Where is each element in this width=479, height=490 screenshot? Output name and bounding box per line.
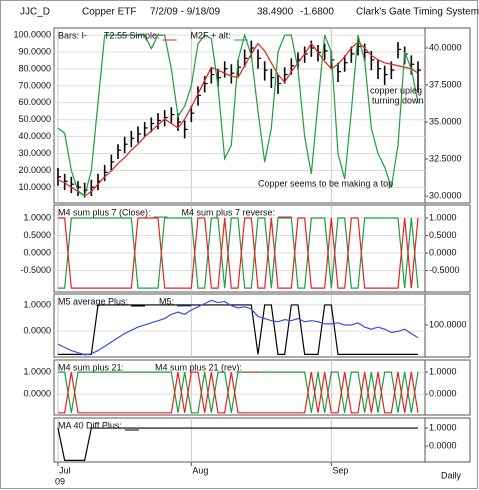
y-tick-label: 1.0000	[23, 212, 51, 222]
y-tick-label: -0.5000	[20, 265, 51, 275]
legend-label: Bars: I-	[58, 30, 87, 40]
y-tick-label: 30.0000	[18, 148, 51, 158]
y-tick-label: 1.0000	[23, 366, 51, 376]
header-range: 7/2/09 - 9/18/09	[150, 7, 220, 18]
y2-tick-label: 40.0000	[429, 42, 462, 52]
legend-label: M4 sum plus 21:	[58, 362, 124, 372]
panel-frame	[53, 204, 471, 293]
y2-tick-label: 0.0000	[429, 247, 457, 257]
legend-label: M4 sum plus 7 reverse:	[182, 207, 276, 217]
y2-tick-label: 1.0000	[429, 366, 457, 376]
series-line	[58, 371, 419, 414]
panel-frame	[53, 417, 471, 463]
header-name: Copper ETF	[82, 7, 136, 18]
y2-tick-label: 100.0000	[429, 319, 467, 329]
annotation: turning down	[372, 95, 424, 105]
y-tick-label: 20.0000	[18, 165, 51, 175]
annotation: Copper seems to be making a top	[258, 178, 393, 188]
y2-tick-label: 30.0000	[429, 190, 462, 200]
panel-frame	[53, 293, 471, 358]
y-tick-label: 0.0000	[23, 325, 51, 335]
y-tick-label: 50.0000	[18, 114, 51, 124]
y2-tick-label: 0.5000	[429, 230, 457, 240]
x-tick-label: Aug	[192, 465, 208, 475]
legend-label: M2F + alt:	[191, 30, 231, 40]
legend-label: T2.55 Simple:	[104, 30, 160, 40]
annotation: copper upleg	[370, 85, 422, 95]
y2-tick-label: 0.0000	[429, 440, 457, 450]
x-year-label: 09	[55, 476, 65, 486]
header-symbol: JJC_D	[20, 7, 50, 18]
series-line	[58, 217, 419, 289]
series-line	[58, 371, 419, 414]
x-tick-label: Sep	[332, 465, 348, 475]
series-line	[58, 304, 418, 355]
y-tick-label: 60.0000	[18, 97, 51, 107]
y2-tick-label: 0.0000	[429, 388, 457, 398]
y-tick-label: 0.0000	[23, 388, 51, 398]
series-line	[57, 32, 419, 197]
header-last: 38.4900	[257, 7, 294, 18]
y-tick-label: 0.0000	[23, 247, 51, 257]
panel-frame	[53, 359, 471, 416]
y-tick-label: 1.0000	[23, 299, 51, 309]
y-tick-label: 0.5000	[23, 230, 51, 240]
series-line	[58, 217, 419, 289]
period-label: Daily	[441, 470, 462, 480]
legend-label: M4 sum plus 7 (Close):	[58, 207, 151, 217]
y2-tick-label: 37.5000	[429, 79, 462, 89]
series-line	[57, 427, 418, 461]
x-tick-label: Jul	[59, 465, 71, 475]
y2-tick-label: 35.0000	[429, 116, 462, 126]
y-tick-label: 90.0000	[18, 46, 51, 56]
panel-frame	[53, 27, 471, 204]
series-line	[57, 41, 419, 197]
legend-label: M5 average Plus:	[58, 296, 128, 306]
series-line	[57, 299, 419, 356]
y-tick-label: 40.0000	[18, 131, 51, 141]
y-tick-label: 10.0000	[18, 182, 51, 192]
y-tick-label: 100.0000	[13, 29, 51, 39]
legend-label: M5:	[159, 296, 174, 306]
y2-tick-label: 32.5000	[429, 153, 462, 163]
header-change: -1.6800	[300, 7, 334, 18]
y2-tick-label: 1.0000	[429, 212, 457, 222]
y2-tick-label: -0.5000	[429, 265, 460, 275]
y2-tick-label: 1.0000	[429, 422, 457, 432]
legend-label: M4 sum plus 21 (rev):	[155, 362, 242, 372]
legend-label: MA 40 Diff Plus:	[58, 420, 122, 430]
y-tick-label: 70.0000	[18, 80, 51, 90]
header-system: Clark's Gate Timing System ©	[356, 7, 479, 18]
y-tick-label: 80.0000	[18, 63, 51, 73]
